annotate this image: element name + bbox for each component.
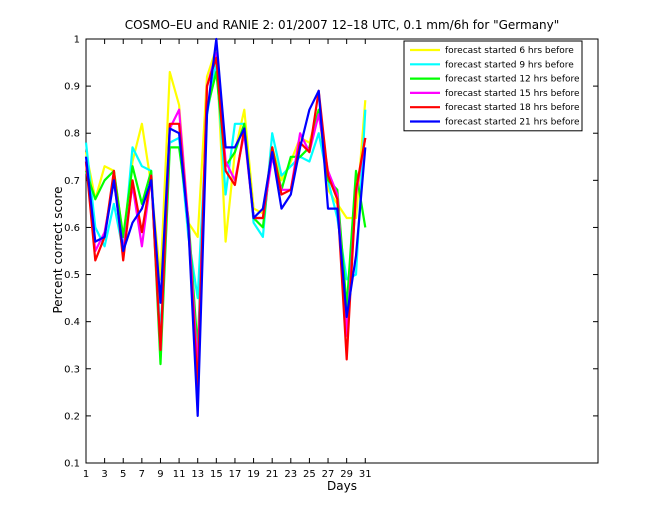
y-tick-label: 0.1 (64, 459, 80, 470)
x-tick-label: 23 (284, 469, 297, 480)
legend-label-3: forecast started 12 hrs before (445, 75, 580, 85)
legend: forecast started 6 hrs before forecast st… (403, 40, 583, 132)
y-axis-label: Percent correct score (51, 186, 65, 313)
x-tick-label: 29 (340, 469, 353, 480)
series-line-6 (84, 37, 367, 417)
x-tick-label: 11 (173, 469, 186, 480)
legend-label-2: forecast started 9 hrs before (445, 60, 574, 70)
y-tick-label: 0.3 (64, 364, 80, 375)
x-tick-label: 21 (266, 469, 279, 480)
y-tick-label: 0.5 (64, 270, 80, 281)
axis-ticks: 1 3 5 7 9 11 13 15 17 19 21 23 25 27 29 310.10.20.30.40… (64, 35, 598, 480)
legend-label-4: forecast started 15 hrs before (445, 89, 580, 99)
y-tick-label: 0.6 (64, 223, 80, 234)
y-tick-label: 0.2 (64, 411, 80, 422)
x-tick-label: 13 (191, 469, 204, 480)
y-tick-label: 0.8 (64, 129, 80, 140)
legend-label-5: forecast started 18 hrs before (445, 103, 580, 113)
y-tick-label: 0.4 (64, 317, 80, 328)
chart-title: COSMO–EU and RANIE 2: 01/2007 12–18 UTC,… (125, 18, 560, 32)
x-axis-label: Days (327, 479, 357, 493)
x-tick-label: 27 (322, 469, 335, 480)
series-lines (84, 37, 367, 417)
x-tick-label: 5 (120, 469, 126, 480)
legend-box (403, 40, 583, 132)
legend-label-6: forecast started 21 hrs before (445, 118, 580, 128)
y-tick-label: 1 (74, 35, 80, 46)
x-tick-label: 15 (210, 469, 223, 480)
x-tick-label: 9 (157, 469, 163, 480)
y-tick-label: 0.7 (64, 176, 80, 187)
x-tick-label: 1 (83, 469, 89, 480)
x-tick-label: 25 (303, 469, 316, 480)
x-tick-label: 3 (101, 469, 107, 480)
x-tick-label: 7 (139, 469, 145, 480)
x-tick-label: 17 (229, 469, 242, 480)
series-line-2 (84, 61, 367, 337)
y-tick-label: 0.9 (64, 82, 80, 93)
x-tick-label: 19 (247, 469, 260, 480)
legend-label-1: forecast started 6 hrs before (445, 46, 574, 56)
x-tick-label: 31 (359, 469, 372, 480)
